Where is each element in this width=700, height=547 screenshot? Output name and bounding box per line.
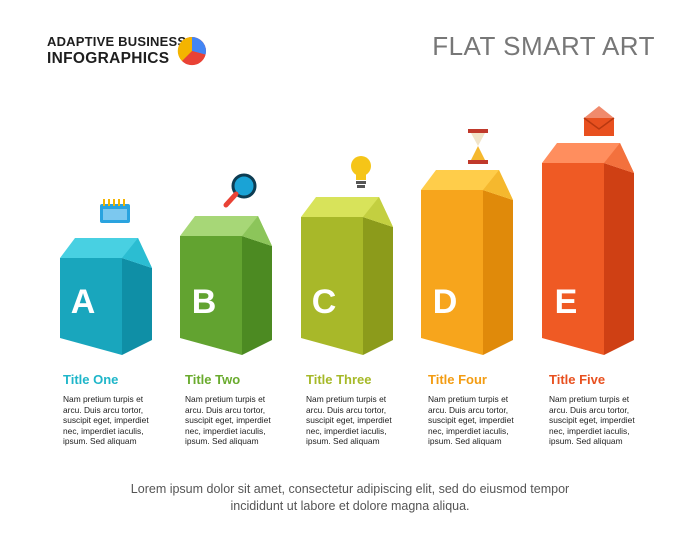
- item-five: Title Five Nam pretium turpis et arcu. D…: [549, 372, 661, 447]
- notepad-icon: [100, 199, 130, 223]
- item-two-body: Nam pretium turpis et arcu. Duis arcu to…: [185, 394, 271, 447]
- hourglass-icon: [468, 129, 488, 164]
- bar-a: A: [60, 238, 152, 355]
- bar-e: E: [542, 143, 634, 355]
- magnifier-icon: [223, 173, 257, 208]
- bar-d-letter: D: [433, 283, 458, 321]
- footer-text: Lorem ipsum dolor sit amet, consectetur …: [130, 482, 570, 513]
- bar-d: D: [421, 170, 513, 355]
- item-two-title: Title Two: [185, 372, 241, 387]
- brand-line-1: ADAPTIVE BUSINESS: [47, 34, 187, 49]
- item-five-title: Title Five: [549, 372, 606, 387]
- envelope-icon: [583, 106, 615, 136]
- item-three-body: Nam pretium turpis et arcu. Duis arcu to…: [306, 394, 392, 447]
- item-three-title: Title Three: [306, 372, 372, 387]
- item-four-body: Nam pretium turpis et arcu. Duis arcu to…: [428, 394, 514, 447]
- item-one: Title One Nam pretium turpis et arcu. Du…: [63, 372, 175, 447]
- pie-chart-icon: [177, 36, 206, 66]
- page-title: FLAT SMART ART: [432, 31, 655, 61]
- item-three: Title Three Nam pretium turpis et arcu. …: [306, 372, 418, 447]
- bar-c: C: [301, 197, 393, 355]
- brand-block: ADAPTIVE BUSINESS INFOGRAPHICS: [47, 33, 186, 67]
- item-five-body: Nam pretium turpis et arcu. Duis arcu to…: [549, 394, 635, 447]
- item-four-title: Title Four: [428, 372, 487, 387]
- brand-line-2: INFOGRAPHICS: [47, 50, 170, 67]
- bar-a-letter: A: [71, 283, 96, 321]
- bar-b-letter: B: [192, 283, 217, 321]
- item-four: Title Four Nam pretium turpis et arcu. D…: [428, 372, 540, 447]
- lightbulb-icon: [351, 156, 371, 188]
- item-one-body: Nam pretium turpis et arcu. Duis arcu to…: [63, 394, 149, 447]
- item-one-title: Title One: [63, 372, 119, 387]
- bar-b: B: [180, 216, 272, 355]
- bar-e-letter: E: [555, 283, 578, 321]
- item-two: Title Two Nam pretium turpis et arcu. Du…: [185, 372, 297, 447]
- bar-c-letter: C: [312, 283, 337, 321]
